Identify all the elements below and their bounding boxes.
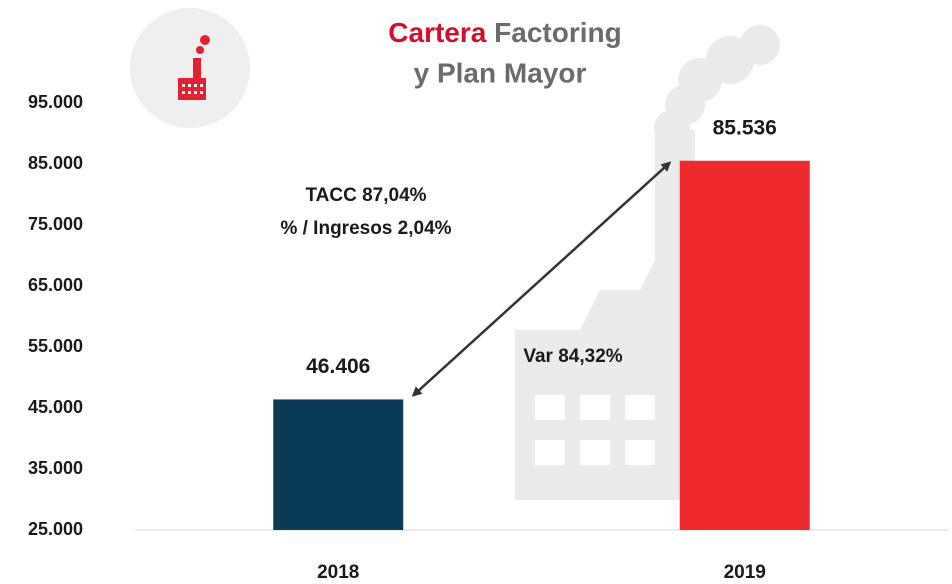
bar: [273, 399, 403, 530]
x-tick-label: 2018: [317, 562, 359, 583]
y-tick-label: 55.000: [28, 336, 83, 356]
chart-subtitle: y Plan Mayor: [414, 57, 587, 88]
y-tick-label: 35.000: [28, 458, 83, 478]
icon: [130, 8, 250, 128]
y-tick-label: 95.000: [28, 92, 83, 112]
annotation: Var 84,32%: [523, 346, 622, 367]
y-tick-label: 85.000: [28, 153, 83, 173]
value-label: 85.536: [713, 116, 777, 139]
y-tick-label: 45.000: [28, 397, 83, 417]
y-tick-label: 65.000: [28, 275, 83, 295]
value-label: 46.406: [306, 355, 370, 378]
annotation: TACC 87,04%: [305, 185, 426, 206]
y-tick-label: 75.000: [28, 214, 83, 234]
bar: [680, 161, 810, 530]
title-highlight: Cartera: [388, 17, 486, 48]
chart-title: Cartera Factoring: [388, 17, 621, 48]
annotation: % / Ingresos 2,04%: [280, 218, 451, 239]
chart: Cartera Factoring y Plan Mayor TACC 87,0…: [0, 0, 952, 584]
y-tick-label: 25.000: [28, 519, 83, 539]
title-rest: Factoring: [494, 17, 622, 48]
x-tick-label: 2019: [724, 562, 766, 583]
